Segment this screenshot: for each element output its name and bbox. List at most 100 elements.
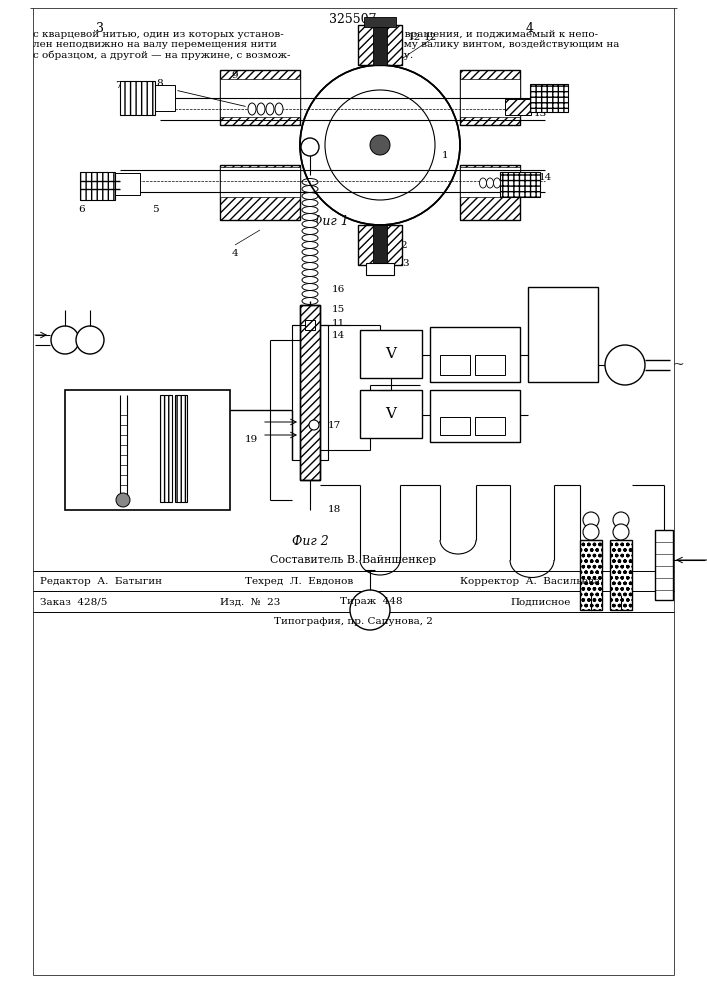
Bar xyxy=(430,390,520,442)
Bar xyxy=(505,99,531,115)
Bar xyxy=(530,84,568,112)
Circle shape xyxy=(325,90,435,200)
Bar xyxy=(300,305,320,480)
Text: 12: 12 xyxy=(408,32,421,41)
Ellipse shape xyxy=(275,103,283,115)
Bar xyxy=(373,225,387,263)
Text: 4: 4 xyxy=(232,248,238,257)
Bar xyxy=(360,390,422,438)
Bar xyxy=(67,443,228,508)
Ellipse shape xyxy=(302,186,318,192)
Bar xyxy=(155,85,175,111)
Ellipse shape xyxy=(302,284,318,290)
Bar xyxy=(360,330,422,378)
Text: 5: 5 xyxy=(152,206,158,215)
Bar xyxy=(610,540,632,610)
Bar xyxy=(220,79,300,117)
Ellipse shape xyxy=(302,234,318,241)
Text: V: V xyxy=(385,347,397,361)
Ellipse shape xyxy=(302,276,318,284)
Text: 16: 16 xyxy=(332,286,345,294)
Bar xyxy=(460,70,520,125)
Circle shape xyxy=(301,138,319,156)
Text: 10: 10 xyxy=(335,160,349,169)
Ellipse shape xyxy=(486,178,493,188)
Bar xyxy=(358,225,402,265)
Text: Корректор  А.  Васильева: Корректор А. Васильева xyxy=(460,576,600,585)
Text: 7: 7 xyxy=(115,81,122,90)
Bar xyxy=(366,263,394,275)
Ellipse shape xyxy=(302,262,318,269)
Circle shape xyxy=(300,65,460,225)
Text: Фиг 2: Фиг 2 xyxy=(291,535,328,548)
Bar xyxy=(160,395,172,502)
Ellipse shape xyxy=(302,255,318,262)
Bar xyxy=(120,81,155,115)
Text: 3: 3 xyxy=(402,258,409,267)
Text: 14: 14 xyxy=(332,330,345,340)
Bar xyxy=(475,355,505,375)
Ellipse shape xyxy=(302,248,318,255)
Text: 12: 12 xyxy=(423,32,437,41)
Bar xyxy=(430,327,520,382)
Circle shape xyxy=(613,512,629,528)
Text: A: A xyxy=(621,359,629,371)
Ellipse shape xyxy=(302,290,318,298)
Text: 11: 11 xyxy=(332,318,345,328)
Ellipse shape xyxy=(493,178,501,188)
Bar xyxy=(475,417,505,435)
Text: V: V xyxy=(385,407,397,421)
Ellipse shape xyxy=(302,207,318,214)
Ellipse shape xyxy=(302,214,318,221)
Text: ~: ~ xyxy=(672,358,684,372)
Ellipse shape xyxy=(302,221,318,228)
Ellipse shape xyxy=(479,178,486,188)
Bar xyxy=(220,165,300,220)
Ellipse shape xyxy=(302,192,318,200)
Bar xyxy=(305,320,315,330)
Text: 6: 6 xyxy=(78,206,86,215)
Text: 13: 13 xyxy=(533,108,547,117)
Ellipse shape xyxy=(302,228,318,234)
Bar xyxy=(80,172,115,200)
Circle shape xyxy=(583,512,599,528)
Text: с кварцевой нитью, один из которых установ-
лен неподвижно на валу перемещения н: с кварцевой нитью, один из которых устан… xyxy=(33,30,291,60)
Circle shape xyxy=(309,420,319,430)
Bar xyxy=(220,70,300,125)
Text: 4: 4 xyxy=(526,22,534,35)
Bar xyxy=(175,395,187,502)
Circle shape xyxy=(51,326,79,354)
Text: Подписное: Подписное xyxy=(510,597,571,606)
Bar xyxy=(655,530,673,600)
Text: 8: 8 xyxy=(157,79,163,88)
Bar xyxy=(440,355,470,375)
Text: 1: 1 xyxy=(442,150,449,159)
Text: Заказ  428/5: Заказ 428/5 xyxy=(40,597,107,606)
Text: 19: 19 xyxy=(245,436,258,444)
Bar xyxy=(292,325,328,460)
Ellipse shape xyxy=(302,269,318,276)
Bar xyxy=(500,172,540,197)
Bar xyxy=(115,173,140,195)
Text: 3: 3 xyxy=(96,22,104,35)
Text: Типография, пр. Сапунова, 2: Типография, пр. Сапунова, 2 xyxy=(274,616,433,626)
Ellipse shape xyxy=(302,241,318,248)
Text: Составитель В. Вайншенкер: Составитель В. Вайншенкер xyxy=(270,555,436,565)
Text: Тираж  448: Тираж 448 xyxy=(340,597,402,606)
Bar xyxy=(460,165,520,220)
Bar xyxy=(460,167,520,197)
Circle shape xyxy=(350,590,390,630)
Bar xyxy=(358,25,402,65)
Text: 11: 11 xyxy=(542,89,554,98)
Ellipse shape xyxy=(257,103,265,115)
Text: ностью вращения, и поджимаемый к непо-
движному валику винтом, воздействующим на: ностью вращения, и поджимаемый к непо- д… xyxy=(362,30,619,60)
Circle shape xyxy=(583,524,599,540)
Text: 17: 17 xyxy=(328,420,341,430)
Ellipse shape xyxy=(302,298,318,304)
Text: Редактор  А.  Батыгин: Редактор А. Батыгин xyxy=(40,576,162,585)
Bar xyxy=(364,17,396,27)
Text: 2: 2 xyxy=(400,240,407,249)
Circle shape xyxy=(116,493,130,507)
Bar xyxy=(580,540,602,610)
Circle shape xyxy=(605,345,645,385)
